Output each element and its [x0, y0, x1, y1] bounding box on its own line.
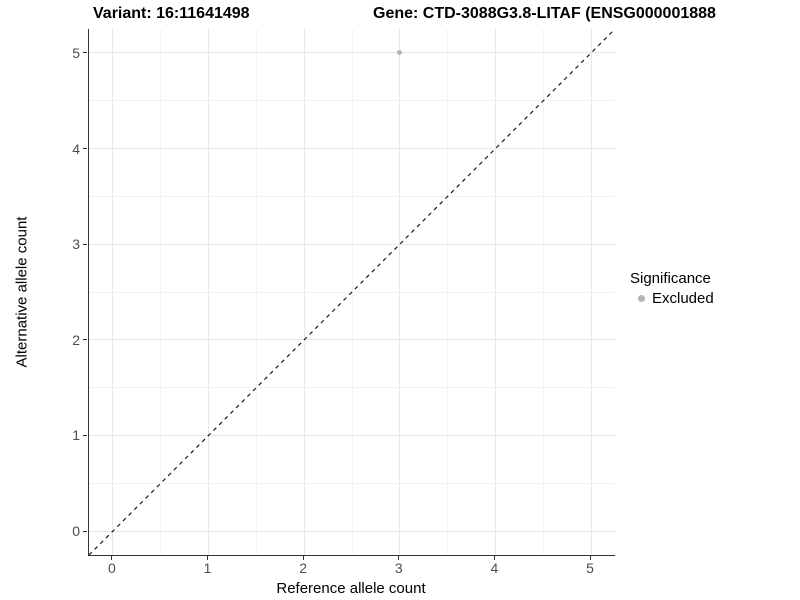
x-tick-label: 2 [299, 560, 308, 576]
variant-title: Variant: 16:11641498 [93, 5, 250, 22]
legend-dot-icon [637, 294, 645, 302]
legend-title: Significance [630, 270, 711, 287]
major-gridline-y [89, 243, 615, 245]
major-gridline-y [89, 148, 615, 150]
minor-gridline-y [89, 387, 615, 389]
x-tick-mark [302, 556, 304, 560]
y-tick-label: 2 [72, 331, 80, 348]
major-gridline-y [89, 52, 615, 54]
y-tick-mark [83, 530, 87, 532]
y-tick-label: 3 [72, 236, 80, 253]
gene-title: Gene: CTD-3088G3.8-LITAF (ENSG000001888 [373, 5, 716, 22]
plot-panel [88, 28, 616, 556]
x-tick-label: 5 [586, 560, 594, 576]
identity-dashed-line [88, 28, 616, 556]
y-tick-mark [83, 148, 87, 150]
major-gridline-x [303, 29, 305, 555]
minor-gridline-y [89, 100, 615, 102]
major-gridline-x [399, 29, 401, 555]
x-tick-mark [398, 556, 400, 560]
y-axis-title: Alternative allele count [13, 216, 31, 368]
y-tick-label: 1 [72, 427, 80, 444]
legend-item: Excluded [630, 289, 714, 307]
minor-gridline-y [89, 482, 615, 484]
major-gridline-y [89, 339, 615, 341]
y-tick-mark [83, 339, 87, 341]
y-tick-label: 5 [72, 44, 80, 61]
x-tick-mark [111, 556, 113, 560]
y-tick-mark [83, 243, 87, 245]
major-gridline-y [89, 530, 615, 532]
x-tick-label: 1 [203, 560, 212, 576]
major-gridline-x [208, 29, 210, 555]
x-tick-label: 4 [490, 560, 499, 576]
data-point [397, 50, 403, 56]
major-gridline-y [89, 434, 615, 436]
x-tick-mark [589, 556, 591, 560]
legend-items: Excluded [630, 289, 714, 307]
x-axis-title: Reference allele count [276, 580, 426, 597]
x-tick-mark [493, 556, 495, 560]
legend-item-label: Excluded [652, 289, 714, 307]
x-tick-label: 0 [108, 560, 116, 576]
y-tick-label: 0 [72, 523, 80, 540]
x-tick-mark [207, 556, 209, 560]
x-tick-label: 3 [394, 560, 403, 576]
minor-gridline-y [89, 195, 615, 197]
legend: Significance Excluded [630, 270, 714, 307]
y-tick-mark [83, 52, 87, 54]
y-tick-mark [83, 434, 87, 436]
major-gridline-x [112, 29, 114, 555]
major-gridline-x [590, 29, 592, 555]
legend-point-icon [630, 289, 652, 307]
y-tick-label: 4 [72, 140, 80, 157]
major-gridline-x [494, 29, 496, 555]
